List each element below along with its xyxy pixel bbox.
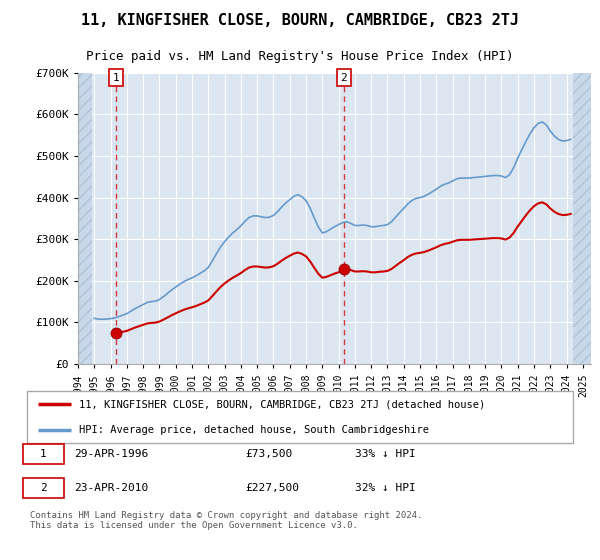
Text: HPI: Average price, detached house, South Cambridgeshire: HPI: Average price, detached house, Sout… [79, 425, 429, 435]
Text: 29-APR-1996: 29-APR-1996 [74, 449, 148, 459]
Bar [78, 73, 92, 364]
FancyBboxPatch shape [27, 391, 573, 443]
Text: 32% ↓ HPI: 32% ↓ HPI [355, 483, 416, 493]
FancyBboxPatch shape [23, 444, 64, 464]
Text: 11, KINGFISHER CLOSE, BOURN, CAMBRIDGE, CB23 2TJ (detached house): 11, KINGFISHER CLOSE, BOURN, CAMBRIDGE, … [79, 399, 485, 409]
Text: Price paid vs. HM Land Registry's House Price Index (HPI): Price paid vs. HM Land Registry's House … [86, 50, 514, 63]
Text: 11, KINGFISHER CLOSE, BOURN, CAMBRIDGE, CB23 2TJ: 11, KINGFISHER CLOSE, BOURN, CAMBRIDGE, … [81, 13, 519, 28]
Text: £227,500: £227,500 [245, 483, 299, 493]
FancyBboxPatch shape [23, 478, 64, 498]
Text: 2: 2 [341, 73, 347, 83]
Text: 1: 1 [40, 449, 47, 459]
Text: 2: 2 [40, 483, 47, 493]
Text: 1: 1 [113, 73, 119, 83]
Bar [573, 73, 591, 364]
Text: Contains HM Land Registry data © Crown copyright and database right 2024.
This d: Contains HM Land Registry data © Crown c… [29, 511, 422, 530]
Text: £73,500: £73,500 [245, 449, 292, 459]
Text: 33% ↓ HPI: 33% ↓ HPI [355, 449, 416, 459]
Text: 23-APR-2010: 23-APR-2010 [74, 483, 148, 493]
